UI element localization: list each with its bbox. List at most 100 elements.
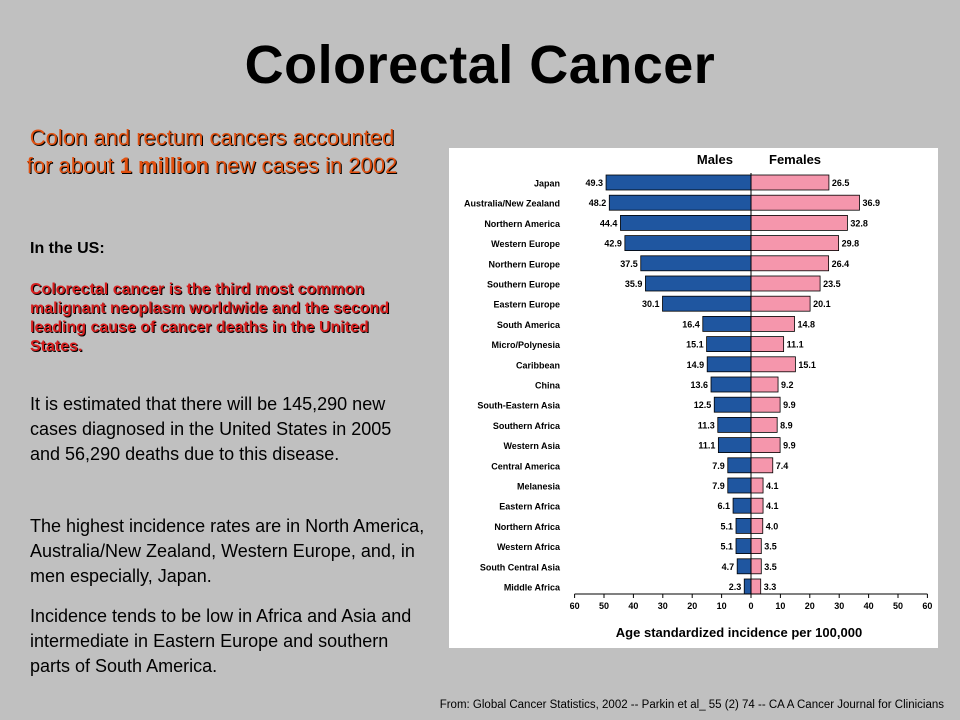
bar-males [645, 275, 752, 292]
value-label-males: 44.4 [600, 218, 618, 228]
x-tick-label: 50 [893, 601, 903, 611]
x-tick-label: 30 [834, 601, 844, 611]
value-label-males: 49.3 [586, 178, 604, 188]
bar-males [620, 215, 752, 231]
value-label-females: 11.1 [787, 340, 804, 350]
value-label-females: 9.9 [783, 441, 796, 451]
bar-females [750, 558, 762, 575]
value-label-females: 4.1 [766, 501, 779, 511]
category-label: Central America [491, 461, 561, 471]
bar-females [750, 578, 762, 595]
value-label-females: 3.5 [764, 542, 777, 552]
category-label: Japan [534, 179, 560, 189]
x-tick-label: 50 [599, 601, 609, 611]
incidence-chart: Males Females Japan 49.3 26.5 Australia/New Z… [449, 148, 938, 648]
bar-females [750, 517, 764, 534]
x-tick-label: 10 [775, 601, 785, 611]
bar-females [750, 235, 840, 251]
slide-title: Colorectal Cancer [244, 35, 716, 95]
bar-males [662, 295, 752, 312]
bar-males [743, 578, 752, 595]
category-label: Northern Africa [494, 522, 561, 532]
category-label: Western Africa [497, 542, 561, 552]
bar-females [750, 215, 848, 231]
category-label: South Central Asia [480, 562, 561, 572]
bar-males [706, 336, 752, 353]
category-label: Southern Europe [487, 280, 560, 290]
value-label-males: 35.9 [625, 279, 643, 289]
value-label-females: 15.1 [798, 360, 816, 370]
x-tick-label: 60 [570, 601, 580, 611]
value-label-males: 12.5 [694, 400, 712, 410]
subtitle-text-start: Colon and rectum cancers accounted for a… [26, 125, 395, 178]
value-label-females: 14.8 [798, 319, 816, 329]
bar-females [750, 336, 785, 353]
bar-females [750, 376, 779, 393]
value-label-males: 13.6 [690, 380, 708, 390]
category-label: China [535, 381, 561, 391]
value-label-males: 48.2 [589, 198, 607, 208]
value-label-females: 26.4 [832, 259, 850, 269]
value-label-males: 7.9 [712, 481, 725, 491]
value-label-males: 14.9 [687, 360, 705, 370]
bar-females [750, 416, 778, 433]
bar-females [750, 275, 821, 292]
value-label-females: 26.5 [832, 178, 850, 188]
value-label-males: 42.9 [604, 239, 622, 249]
value-label-females: 29.8 [842, 239, 860, 249]
bar-males [727, 477, 752, 494]
x-tick-label: 40 [628, 601, 638, 611]
category-label: Northern America [484, 219, 561, 229]
series-header-males: Males [697, 152, 733, 167]
value-label-males: 11.3 [698, 420, 715, 430]
bar-males [640, 255, 752, 272]
bar-males [717, 416, 752, 433]
x-tick-label: 20 [805, 601, 815, 611]
bar-males [735, 538, 752, 555]
x-tick-label: 0 [748, 601, 753, 611]
value-label-males: 5.1 [720, 521, 733, 531]
value-label-males: 37.5 [620, 259, 638, 269]
category-label: Western Asia [503, 441, 561, 451]
bar-males [732, 497, 752, 514]
us-label: In the US: [30, 240, 105, 257]
value-label-females: 36.9 [862, 198, 880, 208]
value-label-males: 2.3 [729, 582, 742, 592]
bar-males [624, 235, 752, 251]
bar-females [750, 356, 796, 373]
x-tick-label: 10 [717, 601, 727, 611]
bar-males [710, 376, 752, 393]
category-label: Micro/Polynesia [491, 340, 561, 350]
series-header-females: Females [769, 152, 821, 167]
value-label-males: 5.1 [720, 542, 733, 552]
bar-males [706, 356, 752, 373]
category-label: South-Eastern Asia [477, 401, 561, 411]
value-label-females: 7.4 [776, 461, 789, 471]
x-axis-label: Age standardized incidence per 100,000 [616, 625, 862, 640]
value-label-males: 4.7 [722, 562, 735, 572]
bar-males [713, 396, 752, 413]
x-tick-label: 30 [658, 601, 668, 611]
bar-males [735, 517, 752, 534]
estimate-paragraph: It is estimated that there will be 145,2… [30, 394, 392, 464]
value-label-females: 9.2 [781, 380, 794, 390]
bar-females [750, 174, 830, 191]
category-label: Caribbean [516, 360, 560, 370]
category-label: Western Europe [491, 239, 560, 249]
value-label-males: 11.1 [698, 441, 715, 451]
bar-females [750, 255, 830, 272]
bar-males [702, 315, 752, 332]
category-label: Melanesia [517, 482, 561, 492]
subtitle-text-end: new cases in 2002 [208, 153, 398, 178]
bar-females [750, 477, 764, 494]
value-label-males: 15.1 [686, 340, 704, 350]
bar-females [750, 194, 860, 211]
category-label: Eastern Africa [499, 502, 561, 512]
bar-males [727, 457, 752, 474]
category-label: Middle Africa [504, 583, 561, 593]
value-label-females: 3.5 [764, 562, 777, 572]
category-label: Australia/New Zealand [464, 199, 560, 209]
value-label-females: 32.8 [850, 218, 868, 228]
value-label-females: 8.9 [780, 420, 793, 430]
bar-females [750, 538, 762, 555]
